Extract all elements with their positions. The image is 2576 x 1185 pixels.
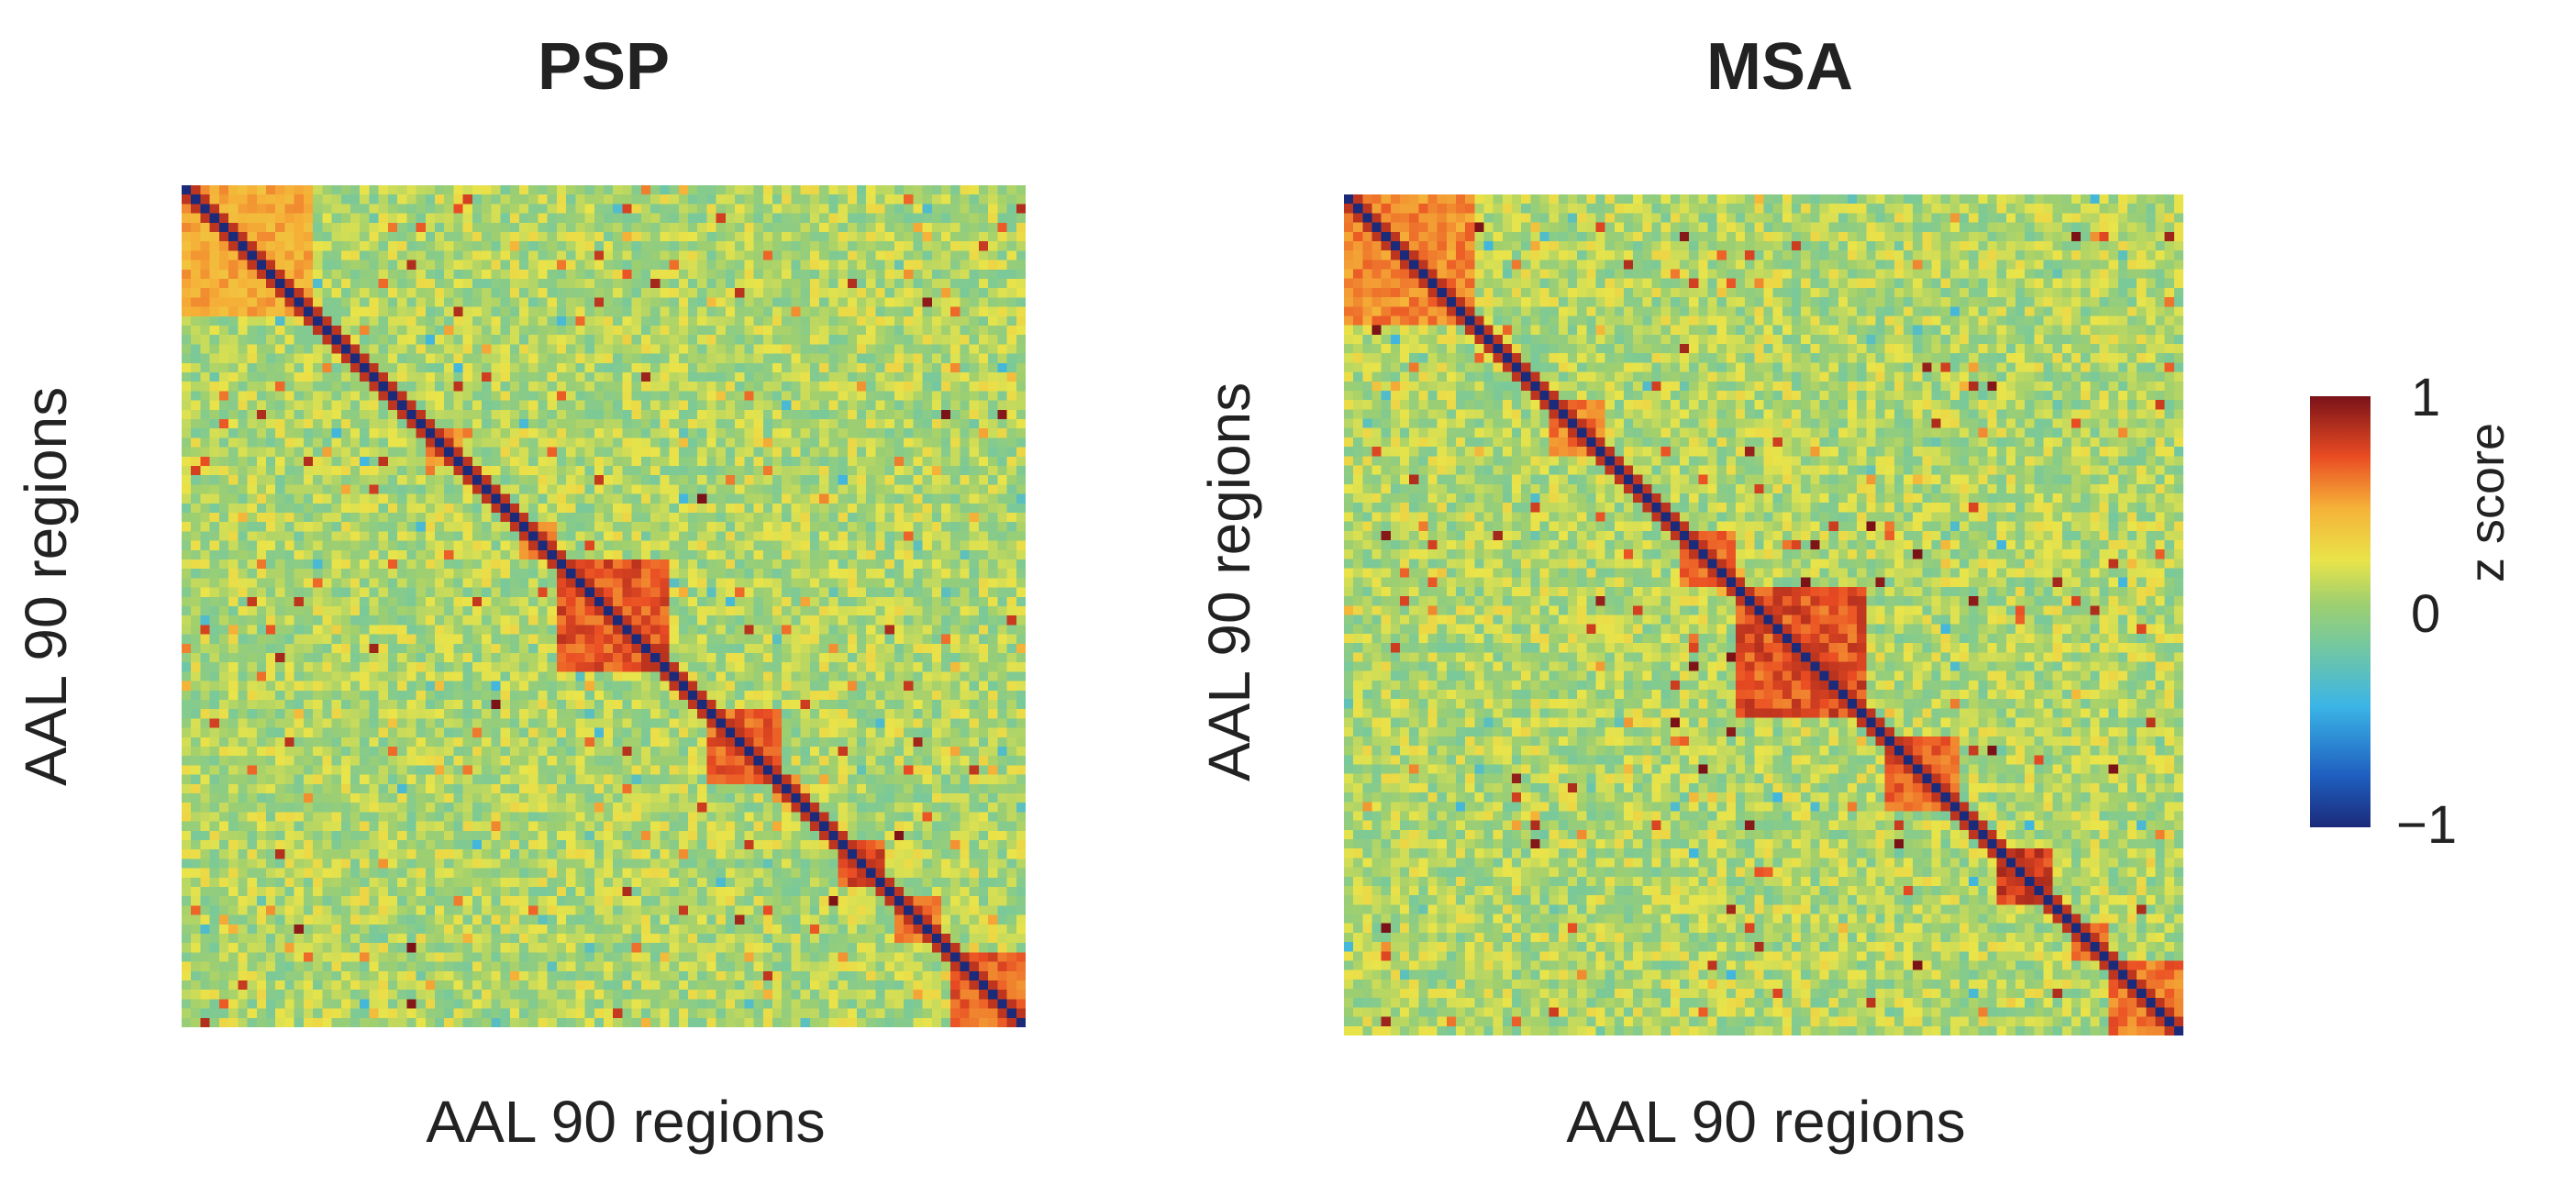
msa-heatmap (1344, 194, 2183, 1035)
msa-title: MSA (1706, 30, 1853, 104)
colorbar (2310, 396, 2371, 827)
colorbar-tick-max: 1 (2411, 368, 2441, 427)
colorbar-tick-min: −1 (2396, 795, 2458, 855)
colorbar-tick-zero: 0 (2411, 584, 2441, 644)
psp-y-axis-label: AAL 90 regions (13, 386, 79, 786)
psp-x-axis-label: AAL 90 regions (426, 1089, 826, 1155)
msa-y-axis-label: AAL 90 regions (1196, 382, 1262, 781)
msa-x-axis-label: AAL 90 regions (1566, 1089, 1966, 1155)
psp-heatmap (182, 185, 1026, 1027)
psp-title: PSP (537, 30, 671, 104)
colorbar-label: z score (2459, 422, 2515, 582)
